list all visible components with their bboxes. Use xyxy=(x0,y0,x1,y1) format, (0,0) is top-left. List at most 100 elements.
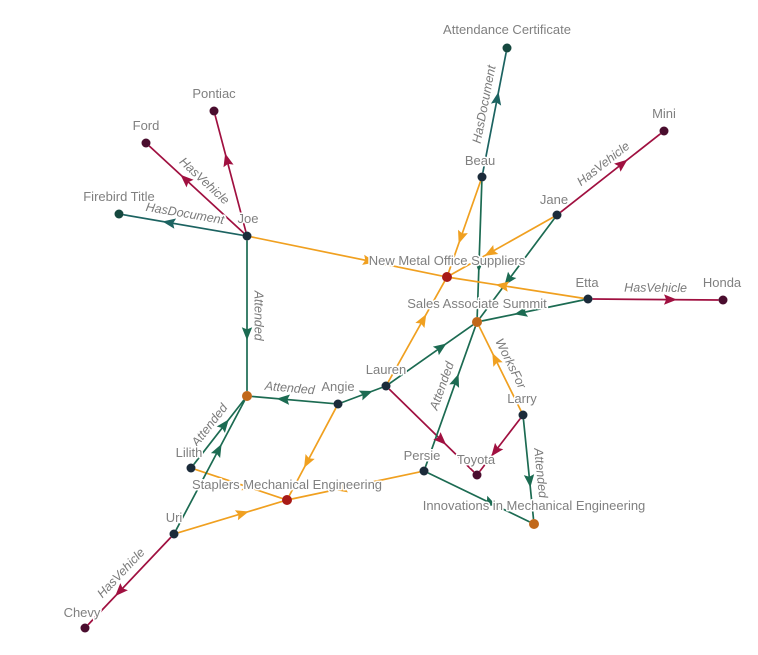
edge-label: Attended xyxy=(427,359,458,413)
edge-arrow-icon xyxy=(523,474,535,488)
edge-arrow-icon xyxy=(492,352,503,367)
graph-node[interactable] xyxy=(442,272,452,282)
graph-edge xyxy=(291,471,420,500)
graph-node[interactable] xyxy=(472,470,482,480)
graph-node[interactable] xyxy=(333,399,343,409)
graph-node[interactable] xyxy=(242,391,252,401)
node-label: Attendance Certificate xyxy=(443,22,571,37)
edge-arrow-icon xyxy=(458,229,468,244)
graph-edge xyxy=(148,145,245,234)
node-label: Firebird Title xyxy=(83,189,155,204)
node-label: Chevy xyxy=(64,605,101,620)
graph-edge xyxy=(214,114,247,233)
edge-arrow-icon xyxy=(614,159,628,172)
edge-arrow-icon xyxy=(663,294,677,305)
graph-node[interactable] xyxy=(282,495,292,505)
edge-arrow-icon xyxy=(162,218,177,229)
edge-arrow-icon xyxy=(415,314,427,328)
graph-node[interactable] xyxy=(529,519,539,529)
node-label: Staplers Mechanical Engineering xyxy=(192,477,382,492)
graph-node[interactable] xyxy=(169,529,179,539)
graph-edge xyxy=(447,180,482,273)
edge-arrow-icon xyxy=(495,281,510,292)
graph-node[interactable] xyxy=(659,126,669,136)
edge-arrow-icon xyxy=(491,442,504,457)
graph-node[interactable] xyxy=(419,466,429,476)
graph-node[interactable] xyxy=(502,43,512,53)
node-label: Ford xyxy=(133,118,160,133)
edge-arrow-icon xyxy=(514,306,529,317)
edge-arrow-icon xyxy=(115,583,128,597)
graph-edge xyxy=(451,276,584,300)
graph-edge xyxy=(87,536,172,626)
node-label: Innovations in Mechanical Engineering xyxy=(423,498,646,513)
node-label: Honda xyxy=(703,275,742,290)
graph-edge xyxy=(251,395,334,405)
node-label: Pontiac xyxy=(192,86,236,101)
edge-arrow-icon xyxy=(334,482,348,493)
node-label: Etta xyxy=(575,275,599,290)
graph-edge xyxy=(387,280,446,383)
node-labels-layer: Attendance Certificate Pontiac Mini Ford Bea… xyxy=(62,21,743,622)
nodes-layer xyxy=(80,43,728,633)
graph-node[interactable] xyxy=(80,623,90,633)
node-label: Jane xyxy=(540,192,568,207)
graph-edge xyxy=(522,419,535,520)
graph-edge xyxy=(560,133,661,213)
graph-edge xyxy=(476,181,483,318)
edge-arrow-icon xyxy=(484,244,499,256)
edge-arrow-icon xyxy=(276,394,291,405)
node-label: Lauren xyxy=(366,362,406,377)
graph-edge xyxy=(479,418,521,472)
edge-label: Attended xyxy=(263,379,316,398)
edge-label: HasDocument xyxy=(470,64,499,145)
node-label: Mini xyxy=(652,106,676,121)
graph-node[interactable] xyxy=(477,172,487,182)
graph-edge xyxy=(194,468,283,500)
graph-edge xyxy=(123,213,243,237)
graph-node[interactable] xyxy=(114,209,124,219)
graph-edge xyxy=(175,400,246,531)
graph-edge xyxy=(592,298,719,301)
node-label: Persie xyxy=(404,448,441,463)
graph-node[interactable] xyxy=(718,295,728,305)
graph-node[interactable] xyxy=(381,381,391,391)
graph-edge xyxy=(424,326,477,468)
graph-node[interactable] xyxy=(518,410,528,420)
graph-edge xyxy=(478,326,522,412)
graph-edge xyxy=(389,324,474,384)
graph-node[interactable] xyxy=(583,294,593,304)
node-label: Angie xyxy=(321,379,354,394)
edge-arrow-icon xyxy=(241,480,256,491)
graph-node[interactable] xyxy=(552,210,562,220)
node-label: Lilith xyxy=(176,445,203,460)
edge-arrow-icon xyxy=(304,454,315,468)
node-label: Joe xyxy=(238,211,259,226)
node-label: Toyota xyxy=(457,452,496,467)
graph-edge xyxy=(479,218,555,319)
edges-layer xyxy=(87,52,719,626)
edge-arrow-icon xyxy=(241,327,253,341)
graph-edge xyxy=(341,386,383,404)
edge-arrow-icon xyxy=(490,91,502,106)
edge-label: HasDocument xyxy=(145,200,226,227)
graph-node[interactable] xyxy=(141,138,151,148)
edge-arrow-icon xyxy=(210,444,222,458)
edge-arrow-icon xyxy=(432,343,447,356)
graph-node[interactable] xyxy=(242,231,252,241)
edge-labels-layer: HasVehicle HasDocument Attended HasDocument… xyxy=(93,62,689,602)
graph-node[interactable] xyxy=(186,463,196,473)
node-label: New Metal Office Suppliers xyxy=(369,253,526,268)
node-label: Larry xyxy=(507,391,537,406)
graph-node[interactable] xyxy=(209,106,219,116)
arrow-heads-layer xyxy=(115,91,677,597)
edge-arrow-icon xyxy=(433,432,447,445)
graph-edge xyxy=(288,407,337,496)
node-label: Uri xyxy=(166,510,183,525)
edge-arrow-icon xyxy=(216,419,229,433)
edge-arrow-icon xyxy=(358,390,373,401)
graph-node[interactable] xyxy=(472,317,482,327)
edge-arrow-icon xyxy=(362,254,376,265)
edge-arrow-icon xyxy=(234,510,249,521)
